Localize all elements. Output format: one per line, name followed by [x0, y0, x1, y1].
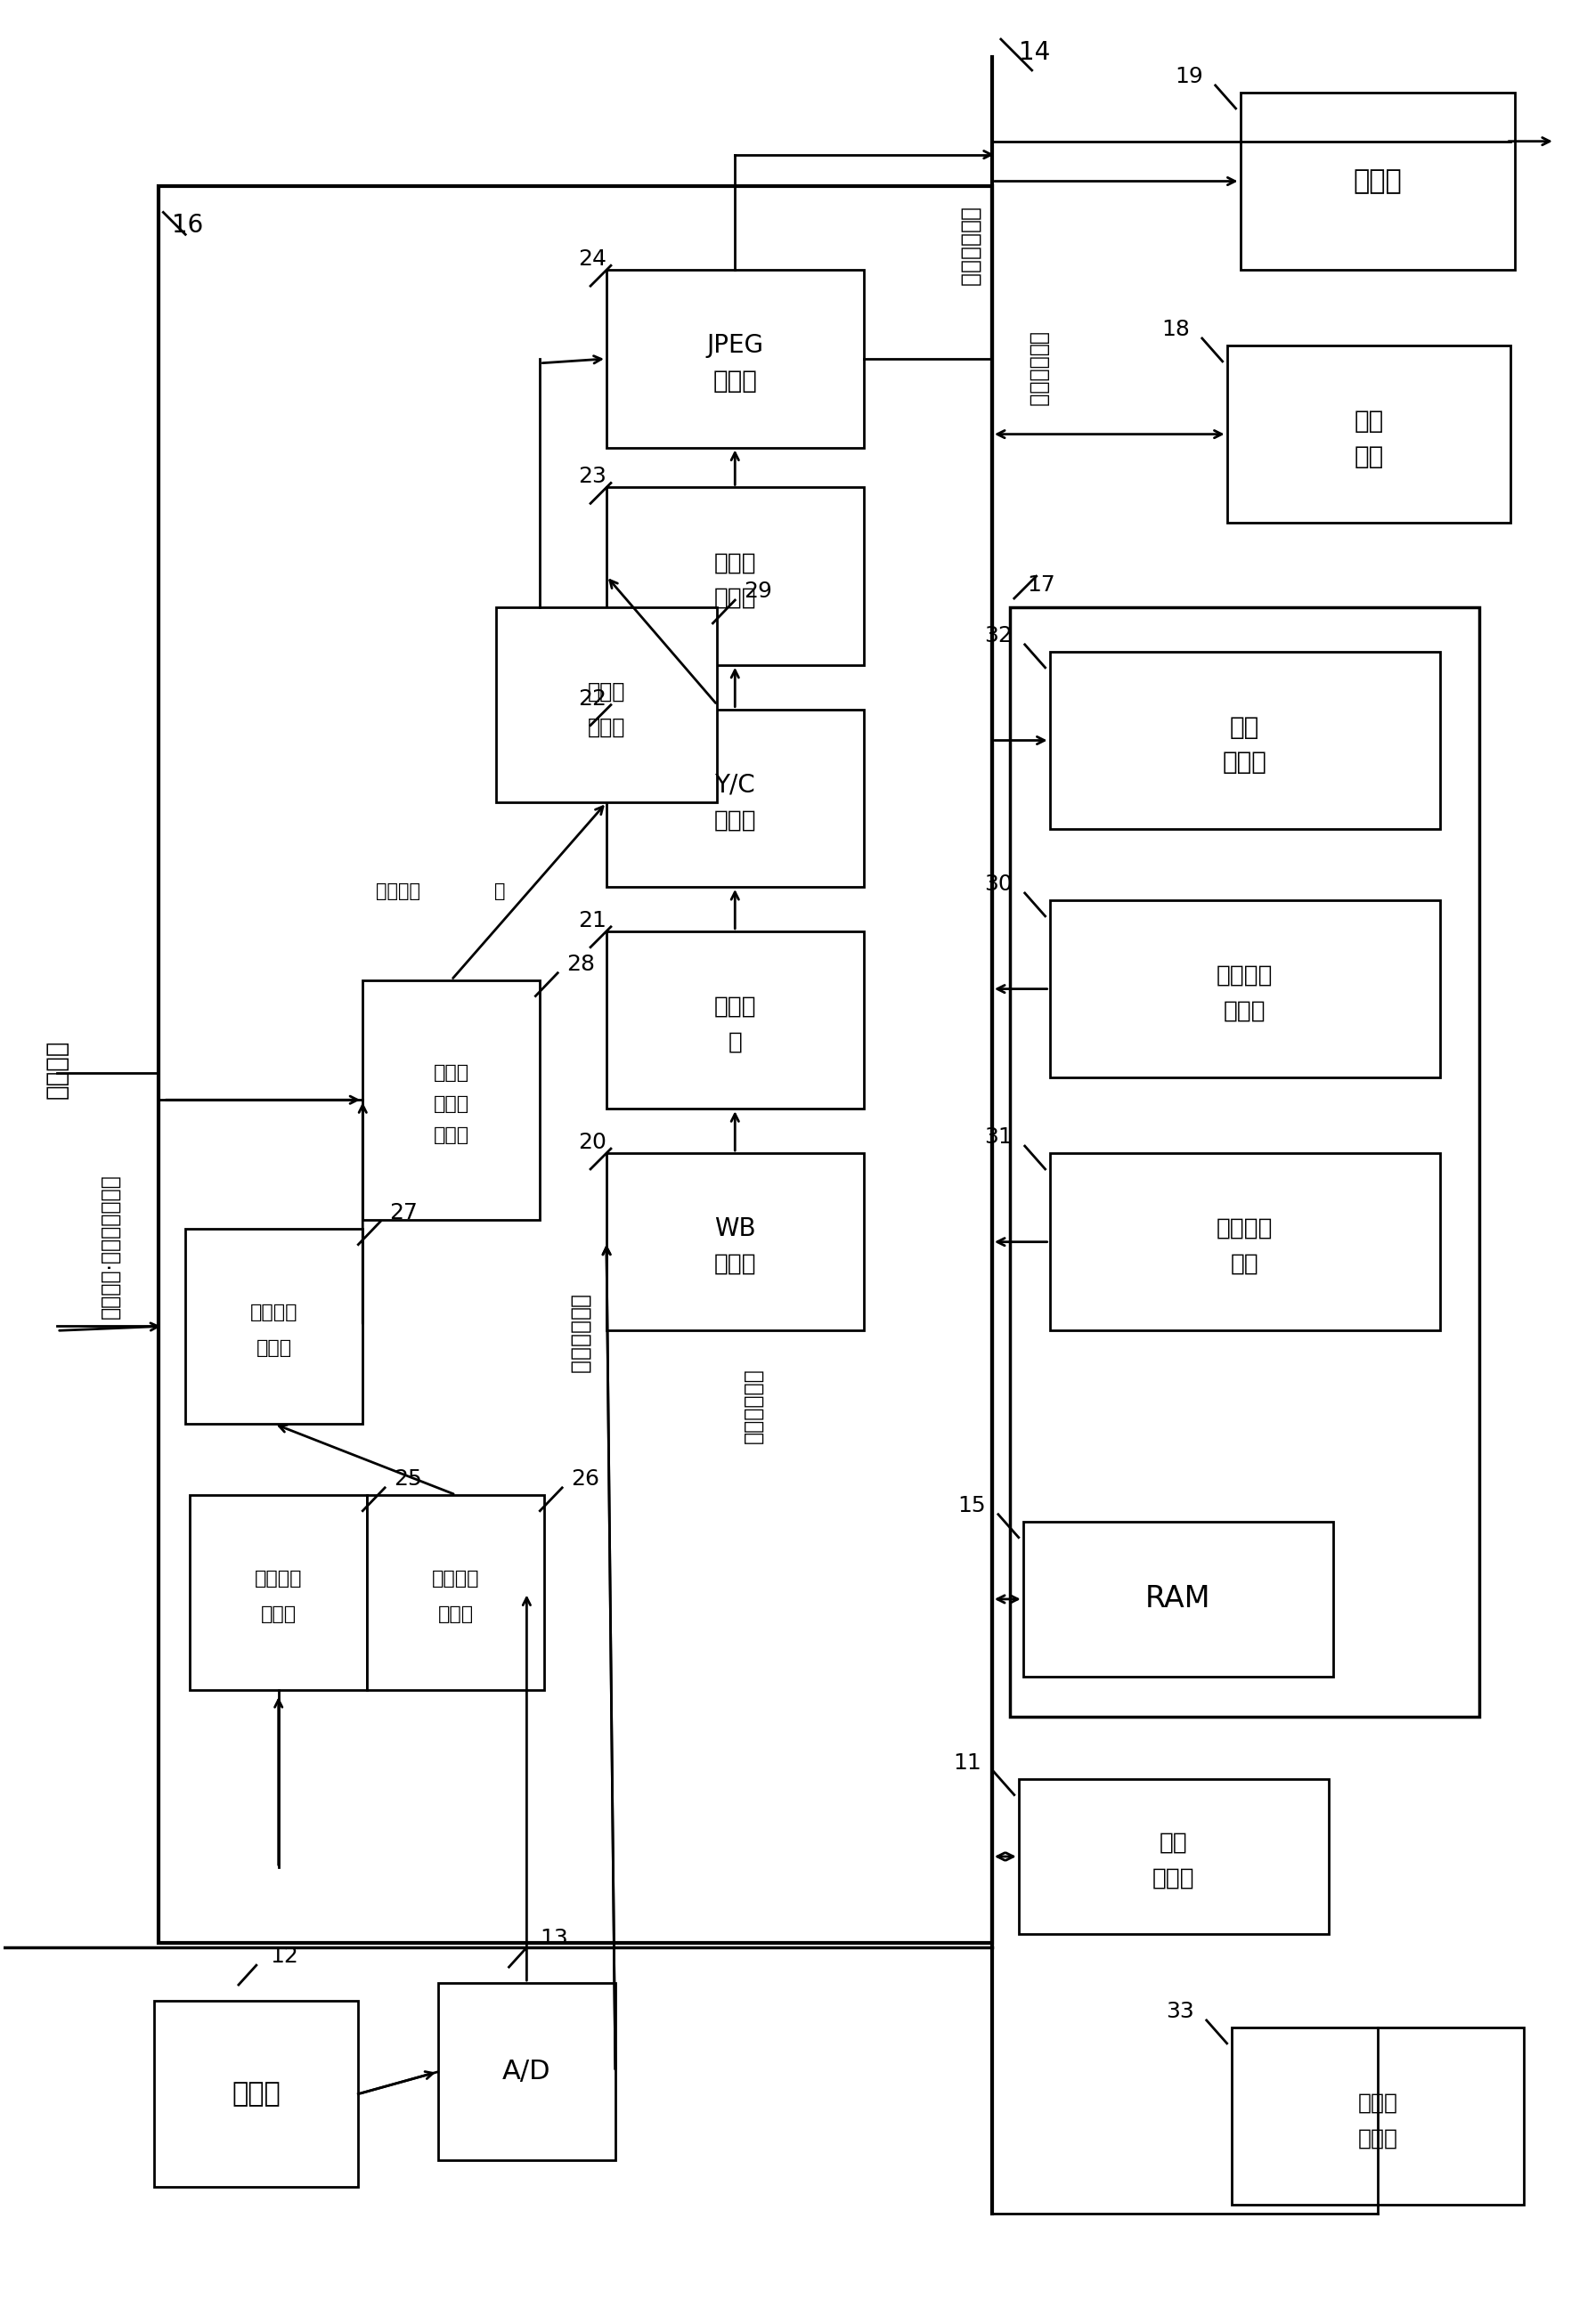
- Text: A/D: A/D: [503, 2059, 550, 2085]
- Text: 直方图部: 直方图部: [250, 1304, 298, 1322]
- Text: 记录: 记录: [1353, 409, 1382, 432]
- Bar: [1018, 1778, 1327, 1934]
- Bar: [1230, 2027, 1522, 2205]
- Text: 30: 30: [983, 874, 1012, 895]
- Text: WB: WB: [713, 1215, 756, 1241]
- Text: 输入图像数据: 输入图像数据: [742, 1369, 764, 1443]
- Text: 直方图部: 直方图部: [432, 1571, 479, 1587]
- Text: 试样部: 试样部: [434, 1095, 468, 1113]
- Text: 29: 29: [743, 581, 771, 602]
- Text: 发光部: 发光部: [1357, 2129, 1397, 2150]
- Text: 介质: 介质: [1353, 444, 1382, 469]
- Text: 18: 18: [1161, 318, 1189, 339]
- Text: 校正部: 校正部: [713, 1253, 756, 1276]
- Text: 计算部: 计算部: [434, 1127, 468, 1143]
- Text: 灰: 灰: [495, 883, 506, 899]
- Text: 操作部: 操作部: [1353, 167, 1401, 195]
- Text: 22: 22: [578, 688, 606, 709]
- Text: 32: 32: [983, 625, 1012, 646]
- Text: 试样部: 试样部: [588, 716, 625, 737]
- Bar: [1049, 1153, 1439, 1332]
- Bar: [1023, 1522, 1332, 1678]
- Text: 分离部: 分离部: [713, 809, 756, 832]
- Bar: [1240, 93, 1514, 270]
- Text: 试样部: 试样部: [256, 1339, 292, 1357]
- Bar: [606, 488, 862, 665]
- Text: 输入图像数据: 输入图像数据: [569, 1294, 591, 1376]
- Text: 压缩部: 压缩部: [712, 370, 757, 393]
- Text: 11: 11: [952, 1752, 980, 1773]
- Bar: [185, 1229, 363, 1425]
- Text: 灰度: 灰度: [1229, 713, 1258, 739]
- Text: 33: 33: [1166, 2001, 1194, 2022]
- Text: 12: 12: [270, 1945, 298, 1966]
- Text: 部: 部: [727, 1030, 742, 1053]
- Text: 14: 14: [1018, 40, 1049, 65]
- Bar: [606, 1153, 862, 1332]
- Bar: [606, 932, 862, 1109]
- Text: 28: 28: [566, 953, 595, 974]
- Text: 变换表: 变换表: [1222, 999, 1265, 1023]
- Bar: [495, 607, 716, 802]
- Text: 试样部: 试样部: [713, 588, 756, 609]
- Text: 微型: 微型: [1159, 1831, 1188, 1855]
- Text: 16: 16: [173, 214, 203, 237]
- Bar: [1049, 651, 1439, 830]
- Bar: [1227, 346, 1510, 523]
- Text: 场景信息: 场景信息: [44, 1039, 69, 1099]
- Text: 灰度部: 灰度部: [434, 1064, 468, 1083]
- Text: 包括部: 包括部: [713, 551, 756, 574]
- Bar: [190, 1494, 368, 1690]
- Bar: [368, 1494, 544, 1690]
- Text: 修正部: 修正部: [438, 1606, 473, 1624]
- Text: 摄像部: 摄像部: [233, 2080, 281, 2108]
- Text: 闪光灯: 闪光灯: [1357, 2092, 1397, 2113]
- Bar: [438, 1982, 614, 2161]
- Bar: [606, 270, 862, 449]
- Bar: [606, 709, 862, 888]
- Text: 计算部: 计算部: [261, 1606, 297, 1624]
- Text: Y/C: Y/C: [715, 772, 756, 797]
- Text: 17: 17: [1027, 574, 1056, 595]
- Text: 合成比: 合成比: [1222, 751, 1266, 776]
- Bar: [363, 981, 540, 1220]
- Text: 25: 25: [393, 1469, 421, 1490]
- Text: 13: 13: [540, 1929, 569, 1950]
- Text: 19: 19: [1174, 65, 1202, 88]
- Text: 15: 15: [957, 1494, 985, 1515]
- Text: 24: 24: [578, 249, 606, 270]
- Bar: [1049, 899, 1439, 1078]
- Text: 同时化: 同时化: [713, 995, 756, 1018]
- Text: 31: 31: [983, 1127, 1012, 1148]
- Text: 输出图像数据: 输出图像数据: [958, 207, 980, 288]
- Text: 信息: 信息: [1230, 1253, 1258, 1276]
- Text: 灰度部: 灰度部: [588, 681, 625, 702]
- Text: 直方图部: 直方图部: [255, 1571, 302, 1587]
- Text: 27: 27: [390, 1202, 418, 1222]
- Text: JPEG: JPEG: [705, 332, 764, 358]
- Text: 输出图像数据: 输出图像数据: [1027, 332, 1048, 407]
- Text: 21: 21: [578, 911, 606, 932]
- Text: 20: 20: [578, 1132, 606, 1153]
- Text: 23: 23: [578, 467, 606, 488]
- Text: 计算机: 计算机: [1152, 1866, 1194, 1889]
- Text: 灰度数据: 灰度数据: [375, 883, 419, 899]
- Text: 默认灰度: 默认灰度: [1216, 964, 1273, 988]
- Text: 26: 26: [570, 1469, 599, 1490]
- Bar: [154, 2001, 358, 2187]
- Bar: [1009, 607, 1478, 1717]
- Text: 相机型号: 相机型号: [1216, 1218, 1273, 1241]
- Text: 噪声特性·默认灰度变换表: 噪声特性·默认灰度变换表: [99, 1174, 121, 1318]
- Bar: [159, 186, 991, 1943]
- Text: RAM: RAM: [1145, 1585, 1210, 1613]
